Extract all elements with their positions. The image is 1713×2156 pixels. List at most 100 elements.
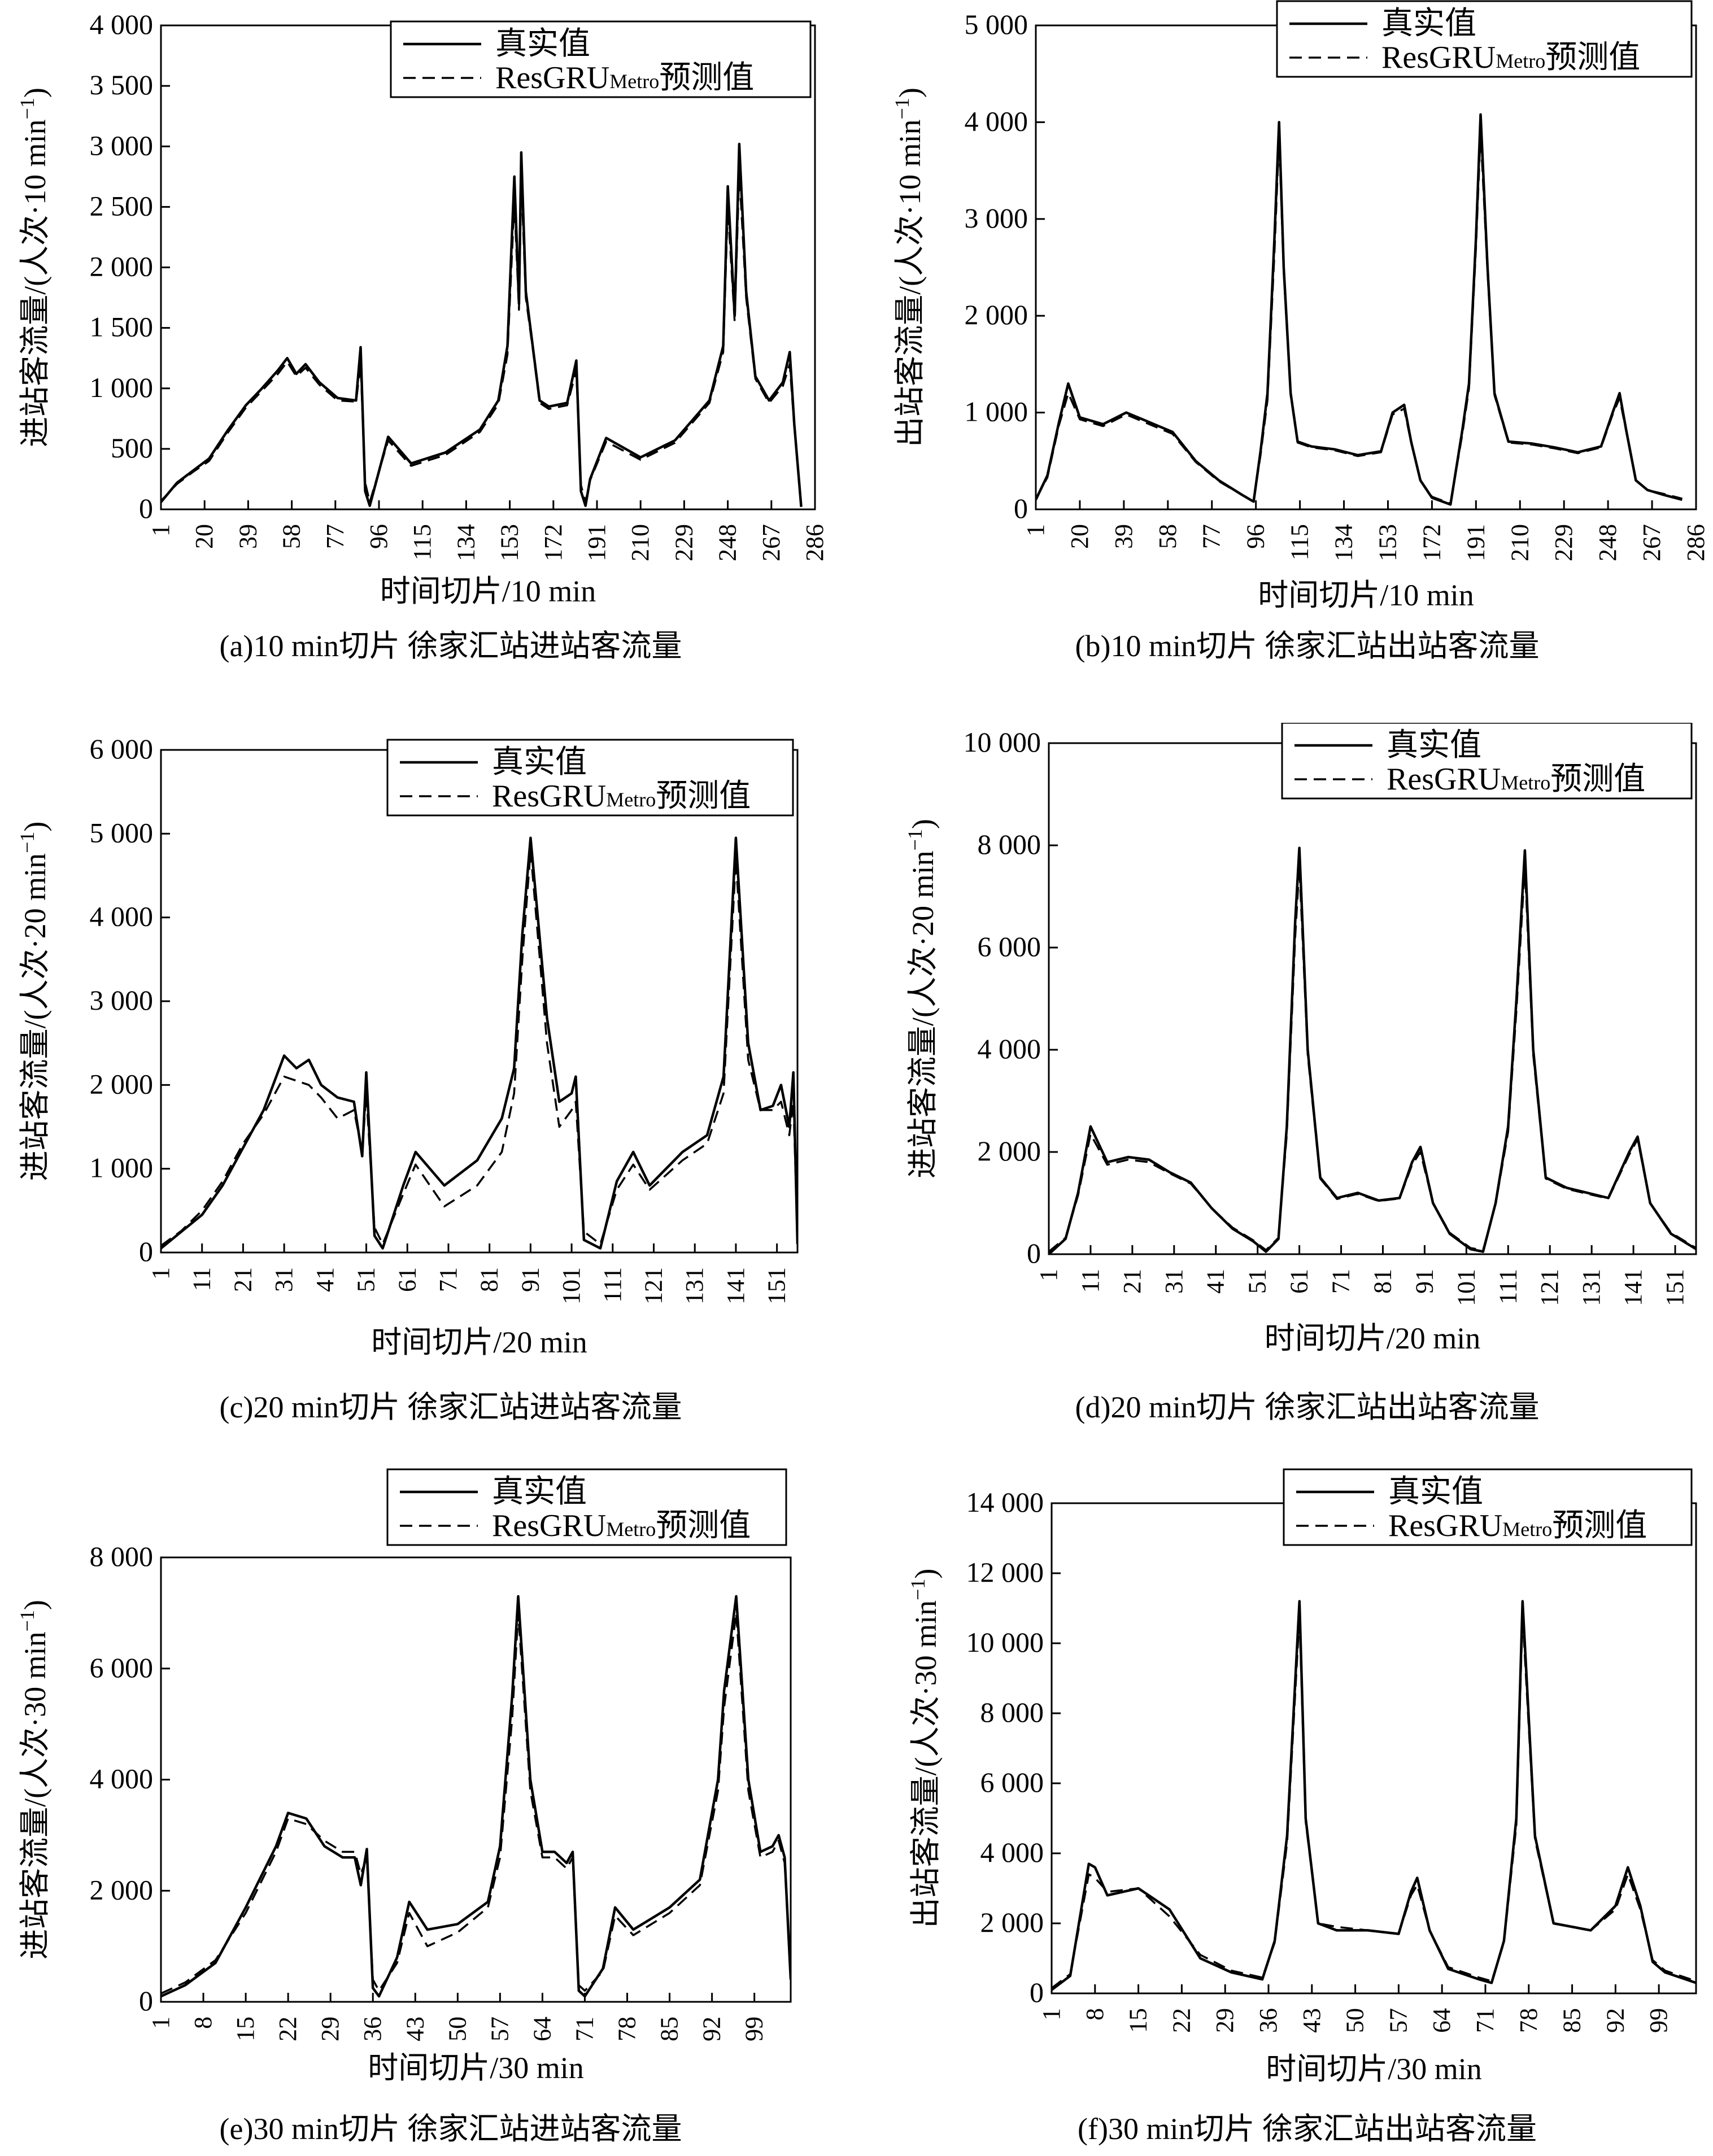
y-tick-label: 0 — [139, 1985, 153, 2017]
y-tick-label: 0 — [139, 492, 153, 524]
x-tick-label: 91 — [516, 1267, 544, 1292]
y-axis-label: 进站客流量/(人次·10 min−1) — [16, 88, 52, 447]
x-tick-label: 248 — [714, 524, 742, 561]
series-line-predicted — [161, 849, 797, 1247]
y-tick-label: 1 000 — [965, 396, 1028, 427]
x-tick-label: 151 — [1661, 1269, 1689, 1306]
legend-label-actual: 真实值 — [1388, 1474, 1483, 1509]
series-line-actual — [1052, 1600, 1696, 1991]
y-tick-label: 8 000 — [978, 828, 1041, 860]
y-tick-label: 8 000 — [90, 1540, 154, 1572]
x-tick-label: 51 — [1244, 1269, 1271, 1294]
chart-caption: (a)10 min切片 徐家汇站进站客流量 — [220, 629, 682, 663]
x-tick-label: 50 — [1341, 2008, 1369, 2033]
x-tick-label: 191 — [1462, 524, 1489, 561]
x-tick-label: 1 — [1022, 524, 1049, 536]
y-tick-label: 2 000 — [90, 1874, 154, 1905]
x-tick-label: 131 — [1577, 1269, 1605, 1306]
x-tick-label: 71 — [1327, 1269, 1355, 1294]
legend-label-actual: 真实值 — [492, 745, 587, 780]
x-tick-label: 210 — [1506, 524, 1533, 561]
chart-caption: (f)30 min切片 徐家汇站出站客流量 — [1078, 2112, 1537, 2146]
series-line-predicted — [1052, 1614, 1696, 1989]
x-tick-label: 153 — [496, 524, 524, 561]
y-tick-label: 2 000 — [978, 1135, 1041, 1167]
y-tick-label: 0 — [139, 1236, 153, 1267]
legend-box — [1283, 1468, 1693, 1546]
x-tick-label: 191 — [583, 524, 611, 561]
x-tick-label: 1 — [147, 1267, 175, 1280]
x-tick-label: 111 — [599, 1267, 626, 1303]
y-tick-label: 1 500 — [90, 311, 154, 343]
x-tick-label: 141 — [1619, 1269, 1647, 1306]
y-axis-label: 进站客流量/(人次·20 min−1) — [904, 819, 940, 1179]
y-tick-label: 4 000 — [965, 105, 1028, 137]
x-tick-label: 64 — [1428, 2008, 1455, 2033]
chart-caption: (d)20 min切片 徐家汇站出站客流量 — [1075, 1390, 1540, 1424]
x-tick-label: 153 — [1374, 524, 1401, 561]
x-tick-label: 101 — [1452, 1269, 1480, 1306]
x-tick-label: 39 — [234, 524, 261, 549]
x-tick-label: 64 — [528, 2017, 556, 2041]
series-line-actual — [161, 1595, 791, 1998]
series-line-actual — [1036, 113, 1683, 506]
plot-frame — [160, 1556, 792, 2003]
plot-frame — [1035, 24, 1697, 510]
series-line-actual — [1049, 846, 1696, 1254]
y-tick-label: 2 500 — [90, 190, 154, 221]
y-tick-label: 4 000 — [90, 1763, 154, 1795]
x-tick-label: 11 — [1076, 1269, 1104, 1293]
y-tick-label: 3 500 — [90, 69, 154, 101]
y-tick-label: 10 000 — [966, 1626, 1044, 1658]
x-tick-label: 141 — [722, 1267, 749, 1304]
y-tick-label: 2 000 — [90, 1068, 154, 1099]
x-tick-label: 134 — [452, 524, 480, 561]
x-tick-label: 121 — [640, 1267, 668, 1304]
x-tick-label: 43 — [401, 2017, 429, 2041]
y-tick-label: 1 000 — [90, 1152, 154, 1184]
x-tick-label: 172 — [539, 524, 567, 561]
y-tick-label: 3 000 — [90, 984, 154, 1016]
x-tick-label: 51 — [352, 1267, 380, 1292]
x-tick-label: 22 — [274, 2017, 302, 2041]
y-axis-label: 出站客流量/(人次·30 min−1) — [906, 1569, 943, 1928]
series-line-actual — [161, 142, 803, 507]
legend-box — [386, 1468, 787, 1546]
x-tick-label: 22 — [1167, 2008, 1195, 2033]
x-tick-label: 43 — [1298, 2008, 1326, 2033]
y-tick-label: 500 — [111, 432, 153, 464]
legend-box — [390, 20, 812, 98]
x-tick-label: 21 — [229, 1267, 256, 1292]
x-tick-label: 61 — [393, 1267, 421, 1292]
series-line-predicted — [1049, 865, 1696, 1252]
x-tick-label: 36 — [359, 2017, 386, 2041]
x-tick-label: 115 — [1286, 524, 1314, 560]
y-tick-label: 4 000 — [978, 1033, 1041, 1064]
x-tick-label: 77 — [321, 524, 349, 549]
legend-label-actual: 真实值 — [495, 27, 590, 62]
y-tick-label: 0 — [1027, 1237, 1041, 1269]
x-tick-label: 58 — [278, 524, 306, 549]
x-tick-label: 248 — [1594, 524, 1622, 561]
series-line-actual — [161, 836, 797, 1250]
x-tick-label: 286 — [801, 524, 829, 561]
x-tick-label: 121 — [1536, 1269, 1563, 1306]
x-tick-label: 1 — [147, 524, 175, 536]
x-tick-label: 31 — [1160, 1269, 1188, 1294]
y-tick-label: 6 000 — [978, 931, 1041, 962]
y-axis-label: 出站客流量/(人次·10 min−1) — [891, 88, 927, 447]
x-tick-label: 41 — [311, 1267, 339, 1292]
x-tick-label: 92 — [698, 2017, 726, 2041]
x-axis-label: 时间切片/10 min — [380, 574, 596, 608]
y-tick-label: 5 000 — [90, 817, 154, 848]
chart-panel-b: 0 1 000 2 000 3 000 4 000 5 000 1 20 39 58 77 96 115… — [891, 0, 1710, 663]
legend-label-predicted: ResGRUMetro预测值 — [1388, 1508, 1647, 1543]
legend-box — [1281, 723, 1693, 800]
x-tick-label: 99 — [1645, 2008, 1672, 2033]
x-tick-label: 96 — [1242, 524, 1270, 549]
x-tick-label: 85 — [656, 2017, 683, 2041]
